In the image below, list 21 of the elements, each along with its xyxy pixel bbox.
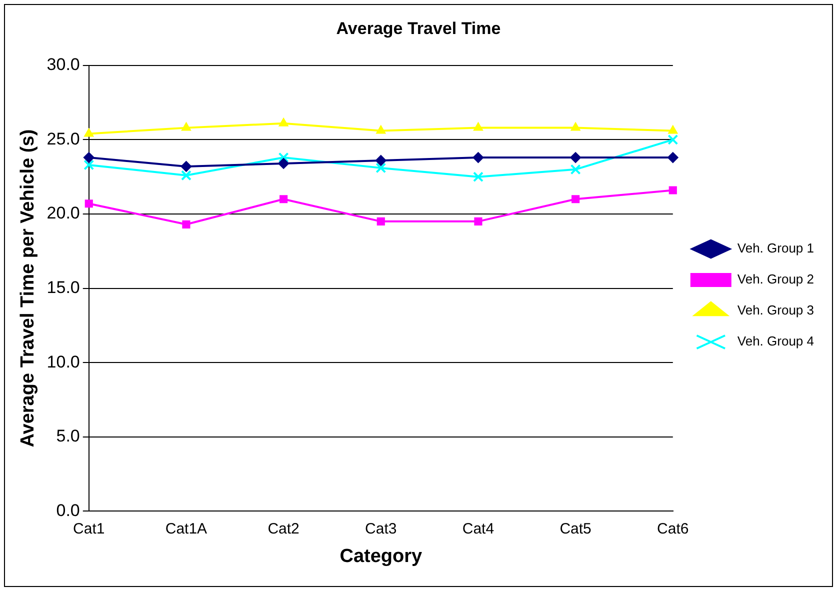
legend-label: Veh. Group 3 bbox=[737, 302, 814, 318]
y-tick-label: 5.0 bbox=[56, 426, 80, 446]
x-tick-label: Cat2 bbox=[268, 520, 300, 538]
x-tick-label: Cat1 bbox=[73, 520, 105, 538]
y-tick-label: 20.0 bbox=[46, 204, 80, 223]
x-tick-label: Cat4 bbox=[462, 520, 494, 538]
legend-label: Veh. Group 4 bbox=[737, 334, 814, 349]
y-tick-label: 25.0 bbox=[46, 129, 80, 148]
x-tick-label: Cat6 bbox=[657, 520, 689, 538]
y-axis-title: Average Travel Time per Vehicle (s) bbox=[18, 129, 39, 448]
y-tick-label: 0.0 bbox=[56, 500, 80, 520]
y-tick-label: 10.0 bbox=[46, 352, 80, 372]
legend-label: Veh. Group 2 bbox=[737, 272, 814, 287]
chart-title: Average Travel Time bbox=[336, 18, 501, 38]
x-tick-label: Cat1A bbox=[165, 520, 208, 538]
y-tick-label: 15.0 bbox=[46, 278, 80, 297]
x-tick-label: Cat3 bbox=[365, 520, 397, 538]
x-axis-title: Category bbox=[340, 546, 422, 567]
y-tick-label: 30.0 bbox=[46, 55, 80, 74]
legend-label: Veh. Group 1 bbox=[737, 240, 814, 256]
x-tick-label: Cat5 bbox=[560, 520, 592, 538]
